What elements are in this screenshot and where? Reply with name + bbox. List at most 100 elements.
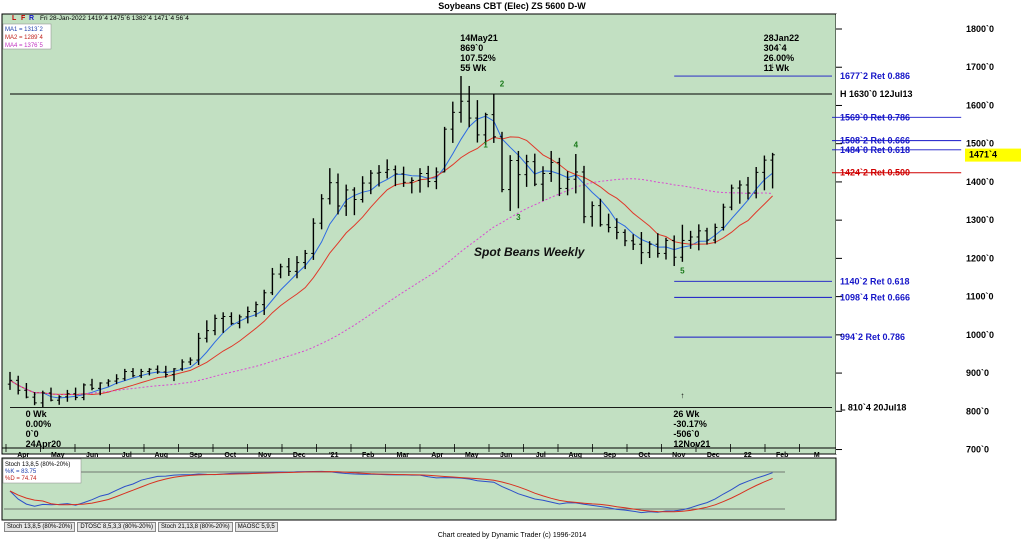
level-label: 1569`0 Ret 0.786	[840, 112, 910, 122]
callout-text: 0`0	[26, 429, 39, 439]
indicator-tabs: Stoch 13,8,5 (80%-20%) DTOSC 8,5,3,3 (80…	[4, 522, 278, 532]
callout-text: 304`4	[764, 43, 787, 53]
moving-averages	[9, 115, 773, 399]
level-label: 994`2 Ret 0.786	[840, 332, 905, 342]
x-tick-label: Jun	[86, 452, 98, 459]
x-axis: Apr May Jun Jul Aug Sep Oct Nov Dec '21 Feb Mar Apr M…	[2, 444, 836, 459]
callout-text: 55 Wk	[460, 63, 487, 73]
flag-l[interactable]: L	[12, 15, 17, 22]
x-tick-label: M	[814, 452, 820, 459]
callout-text: -506`0	[673, 429, 699, 439]
y-tick-label: 1000`0	[966, 330, 994, 340]
y-tick-label: 800`0	[966, 406, 989, 416]
arrow-down-icon: ↓	[467, 61, 471, 70]
price-pane	[1, 13, 837, 455]
callout-text: 869`0	[460, 43, 483, 53]
callout-text: 26.00%	[764, 53, 795, 63]
wave-label: 2	[500, 79, 505, 88]
x-tick-label: Nov	[672, 452, 685, 459]
x-tick-label: Mar	[397, 452, 410, 459]
level-label: 1424`2 Ret 0.500	[840, 168, 910, 178]
level-label: L 810`4 20Jul18	[840, 402, 906, 412]
y-tick-label: 900`0	[966, 368, 989, 378]
wave-label: 3	[516, 213, 521, 222]
ma-legend-ma4: MA4 = 1376`5	[5, 43, 44, 49]
x-tick-label: Feb	[362, 452, 374, 459]
last-price-value: 1471`4	[969, 150, 997, 160]
oscillator-d-value: %D = 74.74	[5, 476, 37, 482]
arrow-down-icon: ↓	[771, 61, 775, 70]
x-tick-label: Jul	[536, 452, 546, 459]
level-label: 1677`2 Ret 0.886	[840, 71, 910, 81]
wave-label: 4	[574, 141, 579, 150]
tab-maosc[interactable]: MAOSC 5,9,5	[234, 522, 278, 532]
level-label: 1508`2 Ret 0.666	[840, 136, 910, 146]
x-tick-label: Dec	[293, 452, 306, 459]
chart-annotation: Spot Beans Weekly	[474, 245, 586, 259]
y-tick-label: 1200`0	[966, 253, 994, 263]
wave-label: 1	[483, 141, 488, 150]
oscillator-name: Stoch 13,8,5 (80%-20%)	[5, 462, 70, 468]
ohlc-info: L F R Fri 28-Jan-2022 1419`4 1475`6 1382…	[12, 15, 189, 22]
x-tick-label: 22	[744, 452, 752, 459]
x-tick-label: May	[465, 452, 479, 459]
y-tick-label: 1100`0	[966, 292, 994, 302]
x-tick-label: Oct	[638, 452, 650, 459]
window-title: Soybeans CBT (Elec) ZS 5600 D-W	[0, 0, 1024, 12]
oscillator-k-value: %K = 83.75	[5, 469, 37, 475]
callout-text: 28Jan22	[764, 33, 800, 43]
last-price-tag: 1471`4	[965, 148, 1021, 162]
y-tick-label: 1600`0	[966, 100, 994, 110]
callout-text: 11 Wk	[764, 63, 791, 73]
x-tick-label: Aug	[568, 452, 582, 459]
level-label: 1484`0 Ret 0.618	[840, 145, 910, 155]
callout-text: 0.00%	[26, 419, 52, 429]
level-label: 1140`2 Ret 0.618	[840, 276, 910, 286]
arrow-up-icon: ↑	[680, 391, 684, 400]
tab-stoch-21[interactable]: Stoch 21,13,8 (80%-20%)	[157, 522, 233, 532]
x-tick-label: Sep	[189, 452, 202, 459]
ma-legend-ma1: MA1 = 1313`2	[5, 27, 44, 33]
callout-text: 107.52%	[460, 53, 496, 63]
callout-text: -30.17%	[673, 419, 707, 429]
flag-f[interactable]: F	[21, 15, 26, 22]
x-tick-label: Sep	[603, 452, 616, 459]
ohlc-readout: Fri 28-Jan-2022 1419`4 1475`6 1382`4 147…	[40, 15, 189, 22]
x-tick-label: May	[51, 452, 65, 459]
callout-text: 0 Wk	[26, 409, 48, 419]
tab-stoch-13[interactable]: Stoch 13,8,5 (80%-20%)	[4, 522, 76, 532]
y-tick-label: 1400`0	[966, 177, 994, 187]
price-bars	[7, 76, 775, 408]
y-tick-label: 1700`0	[966, 62, 994, 72]
oscillator-d-line	[9, 471, 773, 513]
x-tick-label: Oct	[224, 452, 236, 459]
y-tick-label: 1500`0	[966, 139, 994, 149]
flag-r[interactable]: R	[29, 15, 34, 22]
callout-text: 14May21	[460, 33, 498, 43]
x-tick-label: Nov	[258, 452, 271, 459]
ma-line-ma1	[9, 115, 773, 399]
tab-dtosc[interactable]: DTOSC 8,5,3,3 (80%-20%)	[77, 522, 156, 532]
callout-text: 12Nov21	[673, 439, 710, 449]
oscillator-legend: Stoch 13,8,5 (80%-20%) %K = 83.75 %D = 7…	[2, 458, 82, 484]
ma-line-ma2	[9, 136, 773, 396]
x-tick-label: Aug	[154, 452, 168, 459]
y-tick-label: 1300`0	[966, 215, 994, 225]
y-tick-label: 700`0	[966, 445, 989, 455]
x-tick-label: Apr	[17, 452, 29, 459]
x-tick-label: Jun	[500, 452, 512, 459]
level-label: 1098`4 Ret 0.666	[840, 292, 910, 302]
ma-legend-ma2: MA2 = 1289`4	[5, 35, 44, 41]
x-tick-label: Dec	[707, 452, 720, 459]
callout-text: 24Apr20	[26, 439, 62, 449]
x-tick-label: Apr	[431, 452, 443, 459]
oscillator-pane	[1, 457, 837, 521]
x-tick-label: Feb	[776, 452, 788, 459]
chart-credit: Chart created by Dynamic Trader (c) 1996…	[437, 532, 587, 539]
arrow-up-icon: ↑	[33, 391, 37, 400]
wave-label: 5	[680, 267, 685, 276]
oscillator-lines	[9, 470, 773, 514]
x-tick-label: Jul	[122, 452, 132, 459]
